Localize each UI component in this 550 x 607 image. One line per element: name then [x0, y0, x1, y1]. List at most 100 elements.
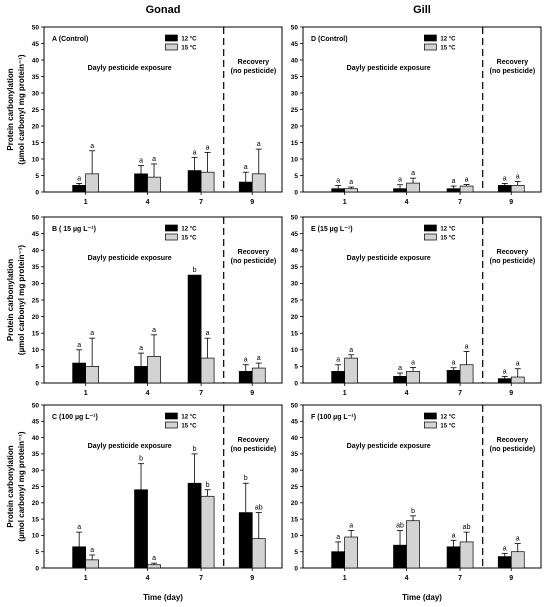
bar — [200, 357, 215, 384]
y-axis-title-line1: Protein carbonylation — [6, 259, 15, 341]
panel-label: D (Control) — [311, 36, 348, 43]
x-axis-title-left: Time (day) — [143, 593, 183, 602]
bar — [406, 182, 420, 193]
y-tick-label: 10 — [32, 347, 40, 354]
y-tick-label: 5 — [35, 549, 39, 556]
y-tick-label: 30 — [32, 281, 40, 288]
significance-letter: a — [452, 178, 456, 185]
y-tick-label: 30 — [291, 468, 299, 475]
y-axis-title-line2: (µmol carbonyl mg protein⁻¹) — [17, 431, 26, 542]
significance-letter: a — [244, 164, 248, 171]
bar — [251, 173, 266, 193]
recovery-annotation: (no pesticide) — [490, 258, 536, 265]
legend-label: 15 °C — [440, 236, 456, 242]
y-tick-label: 0 — [35, 565, 39, 572]
legend-label: 12 °C — [181, 227, 197, 233]
legend-swatch — [424, 43, 437, 51]
y-axis-title-line1: Protein carbonylation — [6, 68, 15, 150]
significance-letter: b — [244, 475, 248, 482]
y-tick-label: 5 — [35, 173, 39, 180]
y-tick-label: 10 — [291, 347, 299, 354]
significance-letter: a — [452, 360, 456, 367]
y-tick-label: 10 — [291, 533, 299, 540]
bar — [510, 551, 525, 569]
y-tick-label: 35 — [291, 451, 299, 458]
y-tick-label: 35 — [32, 74, 40, 81]
significance-letter: a — [336, 534, 340, 541]
y-axis-title-line2: (µmol carbonyl mg protein⁻¹) — [17, 245, 26, 356]
x-tick-label: 9 — [250, 199, 254, 206]
legend-swatch — [424, 421, 437, 429]
significance-letter: a — [516, 536, 520, 543]
x-tick-label: 1 — [343, 575, 347, 582]
bar — [147, 176, 161, 193]
bar — [187, 170, 202, 193]
chart-panel-1: 0 5 10 15 20 25 30 35 40 45 50 A (Control) 12 °C 15 °… — [6, 24, 283, 206]
recovery-annotation: (no pesticide) — [231, 68, 277, 75]
significance-letter: a — [90, 143, 94, 150]
y-tick-label: 10 — [32, 156, 40, 163]
bar — [393, 376, 407, 384]
x-tick-label: 4 — [405, 575, 409, 582]
legend-label: 15 °C — [440, 424, 456, 430]
y-tick-label: 15 — [32, 140, 40, 147]
significance-letter: a — [411, 170, 415, 177]
y-tick-label: 20 — [291, 314, 299, 321]
y-tick-label: 40 — [32, 57, 40, 64]
y-tick-label: 40 — [32, 435, 40, 442]
bar — [187, 482, 202, 569]
legend-swatch — [165, 412, 178, 420]
y-tick-label: 5 — [294, 364, 298, 371]
y-axis-title: Protein carbonylation (µmol carbonyl mg p… — [6, 431, 26, 542]
y-tick-label: 40 — [32, 248, 40, 255]
bar — [72, 185, 87, 193]
y-tick-label: 20 — [291, 123, 299, 130]
significance-letter: a — [452, 532, 456, 539]
bar — [331, 188, 345, 193]
y-tick-label: 25 — [291, 297, 299, 304]
y-tick-label: 25 — [32, 484, 40, 491]
y-tick-label: 20 — [32, 123, 40, 130]
y-tick-label: 30 — [291, 281, 299, 288]
y-tick-label: 0 — [35, 189, 39, 196]
exposure-annotation: Dayly pesticide exposure — [347, 65, 431, 72]
y-tick-label: 50 — [291, 24, 299, 31]
bar — [251, 367, 266, 384]
exposure-annotation: Dayly pesticide exposure — [88, 65, 172, 72]
bar — [406, 371, 420, 384]
y-tick-label: 0 — [294, 380, 298, 387]
legend-label: 12 °C — [440, 415, 456, 421]
bar — [459, 364, 474, 384]
y-axis-title-line2: (µmol carbonyl mg protein⁻¹) — [17, 54, 26, 165]
significance-letter: a — [398, 177, 402, 184]
recovery-annotation: Recovery — [238, 437, 270, 444]
x-tick-label: 1 — [84, 390, 88, 397]
bar — [72, 546, 87, 569]
significance-letter: a — [503, 175, 507, 182]
x-tick-label: 7 — [199, 199, 203, 206]
bar — [459, 541, 474, 569]
y-tick-label: 25 — [32, 297, 40, 304]
y-tick-label: 35 — [291, 74, 299, 81]
bar — [85, 173, 100, 193]
y-tick-label: 20 — [291, 500, 299, 507]
bar — [344, 357, 358, 384]
significance-letter: a — [349, 347, 353, 354]
y-tick-label: 0 — [294, 189, 298, 196]
significance-letter: a — [336, 357, 340, 364]
recovery-annotation: (no pesticide) — [231, 258, 277, 265]
significance-letter: a — [465, 176, 469, 183]
y-tick-label: 35 — [32, 451, 40, 458]
significance-letter: a — [257, 355, 261, 362]
y-tick-label: 25 — [291, 484, 299, 491]
panel-label: C (100 µg L⁻¹) — [52, 414, 98, 421]
exposure-annotation: Dayly pesticide exposure — [347, 443, 431, 450]
y-tick-label: 15 — [32, 516, 40, 523]
legend-label: 15 °C — [181, 46, 197, 52]
y-tick-label: 45 — [291, 419, 299, 426]
plot-frame — [302, 404, 542, 569]
significance-letter: a — [516, 361, 520, 368]
significance-letter: a — [244, 357, 248, 364]
bar — [510, 185, 525, 193]
y-tick-label: 20 — [32, 500, 40, 507]
